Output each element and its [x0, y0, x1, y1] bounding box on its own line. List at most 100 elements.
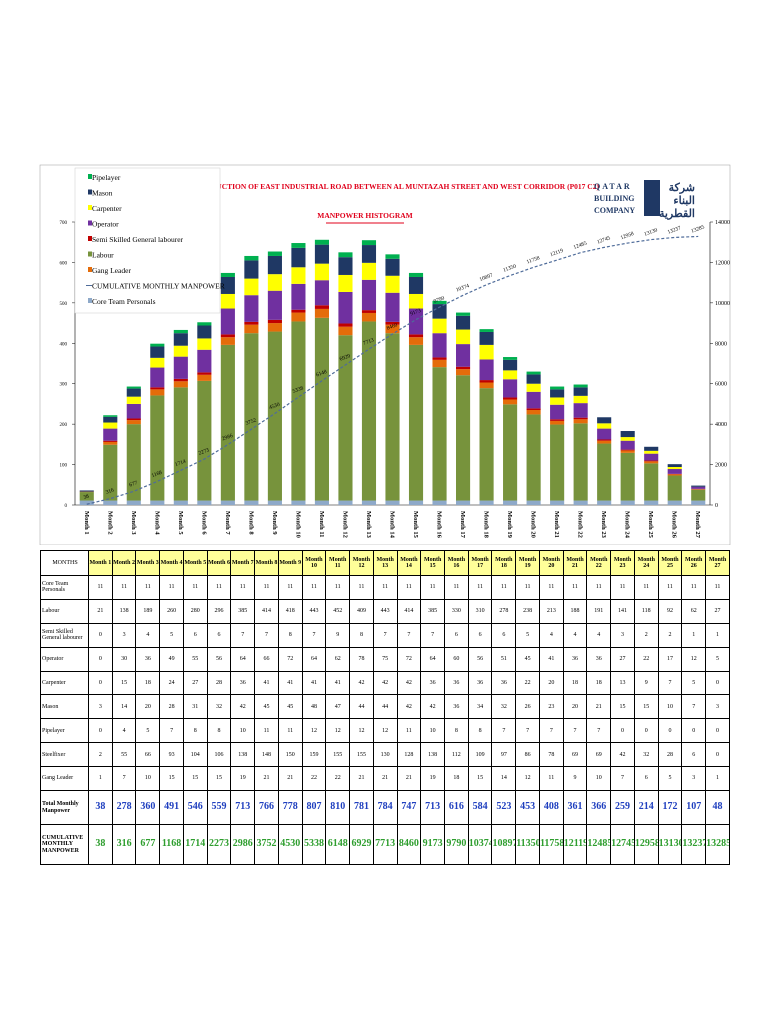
table-cell: 155: [325, 742, 351, 768]
table-cell: 9: [325, 622, 351, 648]
legend-box: [74, 167, 221, 314]
bar-segment: [338, 257, 353, 275]
bar-segment: [79, 500, 94, 505]
table-cell: 19: [230, 766, 256, 792]
table-cell: 9: [633, 670, 659, 696]
bar-segment: [338, 252, 353, 258]
header-cell: Month 22: [586, 550, 612, 576]
bar-segment: [526, 391, 541, 409]
table-cell: 4: [111, 718, 137, 744]
bar-segment: [432, 333, 447, 358]
x-tick-label: Month 7: [224, 511, 231, 535]
x-tick-label: Month 5: [177, 511, 184, 535]
table-cell: 408: [538, 790, 564, 826]
table-cell: 260: [159, 598, 184, 624]
table-cell: 97: [491, 742, 517, 768]
table-cell: 5: [159, 622, 184, 648]
table-cell: 41: [325, 670, 351, 696]
bar-segment: [220, 293, 235, 309]
logo-text: QATAR: [594, 182, 632, 191]
legend-swatch: [88, 205, 92, 210]
bar-segment: [408, 344, 424, 501]
table-cell: 44: [349, 694, 374, 720]
table-cell: 385: [420, 598, 446, 624]
x-tick-label: Month 23: [600, 511, 607, 539]
row-label: CUMULATIVE MONTHLY MANPOWER: [40, 824, 89, 866]
legend-swatch: [88, 189, 92, 195]
bar-segment: [314, 317, 329, 501]
table-row: Carpenter 0 15 18 24 27 28 36 41 41 41 41 42 42 42 36 36…: [40, 670, 730, 696]
bar-segment: [314, 244, 329, 264]
bar-segment: [150, 395, 165, 501]
table-cell: 5: [681, 670, 707, 696]
table-cell: 6929: [349, 824, 374, 866]
bar-segment: [620, 450, 635, 453]
table-cell: 41: [277, 670, 303, 696]
table-cell: 21: [254, 766, 279, 792]
bar-segment: [173, 345, 188, 357]
table-cell: 3752: [254, 824, 279, 866]
bar-segment: [456, 375, 471, 501]
table-cell: 21: [396, 766, 422, 792]
bar-segment: [667, 500, 682, 505]
bar-segment: [361, 310, 377, 313]
bar-segment: [220, 334, 235, 338]
table-cell: 18: [562, 670, 588, 696]
legend-label: Operator: [92, 220, 119, 229]
bar-segment: [479, 380, 494, 383]
table-cell: 19: [420, 766, 446, 792]
header-cell: Month 19: [515, 550, 540, 576]
bar-segment: [644, 500, 659, 505]
bar-segment: [126, 424, 141, 501]
data-label: 9790: [433, 295, 446, 304]
bar-segment: [432, 500, 447, 505]
bar-segment: [361, 279, 377, 311]
table-cell: 0: [657, 718, 683, 744]
table-cell: 42: [349, 670, 374, 696]
table-cell: 8: [349, 622, 374, 648]
table-cell: 546: [182, 790, 208, 826]
table-cell: 11: [349, 575, 374, 600]
x-tick-label: Month 27: [694, 511, 701, 539]
bar-segment: [173, 378, 188, 382]
bar-segment: [526, 500, 541, 505]
table-cell: 188: [562, 598, 588, 624]
table-cell: 238: [515, 598, 540, 624]
table-cell: 15: [182, 766, 208, 792]
table-cell: 0: [88, 718, 113, 744]
table-cell: 14: [111, 694, 137, 720]
table-cell: 78: [538, 742, 564, 768]
table-cell: 443: [372, 598, 398, 624]
table-cell: 11: [254, 718, 279, 744]
table-cell: 7: [562, 718, 588, 744]
data-label: 677: [129, 480, 139, 489]
table-cell: 106: [206, 742, 232, 768]
table-cell: 42: [420, 694, 446, 720]
bar-segment: [385, 333, 400, 501]
table-row: Core Team Personals 11 11 11 11 11 11 11 11 11 11 1…: [40, 575, 730, 600]
table-cell: 48: [301, 694, 327, 720]
bar-segment: [220, 344, 235, 501]
table-cell: 11: [111, 575, 137, 600]
bar-segment: [267, 274, 282, 291]
table-cell: 491: [159, 790, 184, 826]
x-tick-label: Month 12: [341, 511, 348, 538]
table-cell: 0: [88, 670, 113, 696]
table-cell: 10: [420, 718, 446, 744]
table-cell: 296: [206, 598, 232, 624]
bar-segment: [456, 344, 471, 367]
table-cell: 15: [633, 694, 659, 720]
data-label: 11350: [502, 263, 517, 273]
logo-mark: [644, 180, 660, 216]
x-tick-label: Month 9: [271, 511, 278, 535]
x-tick-label: Month 19: [506, 511, 513, 539]
table-cell: 36: [491, 670, 517, 696]
table-cell: 13: [610, 670, 635, 696]
bar-segment: [503, 357, 518, 360]
bar-segment: [291, 267, 306, 284]
row-label: Labour: [40, 598, 89, 624]
bar-segment: [503, 370, 518, 380]
bar-segment: [432, 357, 447, 360]
row-label: Operator: [40, 646, 89, 672]
table-cell: 11: [182, 575, 208, 600]
